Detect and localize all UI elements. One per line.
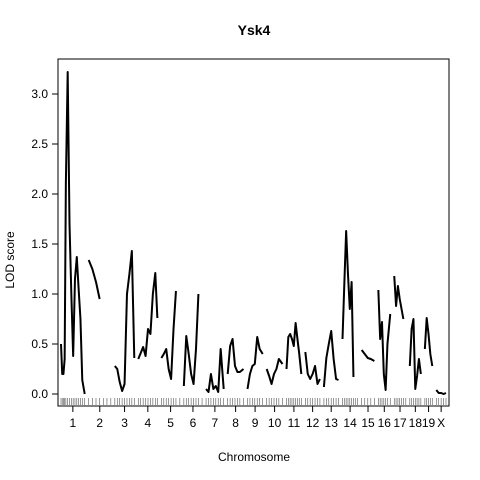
y-axis-label: LOD score [3,231,17,289]
x-axis-label: Chromosome [218,450,290,464]
lod-curve-chr-15 [360,349,375,362]
lod-curve-chr-8 [226,338,245,375]
x-tick-label: 6 [190,416,197,430]
x-tick-label: 4 [144,416,151,430]
x-tick-label: 3 [121,416,128,430]
x-tick-label: 19 [422,416,436,430]
lod-curve-chr-17 [393,275,405,320]
lod-curve-chr-10 [265,358,284,385]
x-tick-label: 17 [393,416,407,430]
y-tick-label: 1.5 [31,237,48,251]
x-tick-label: 13 [325,416,339,430]
x-tick-label: 15 [361,416,375,430]
lod-curves [60,71,447,395]
x-tick-label: 7 [212,416,219,430]
lod-curve-chr-13 [322,330,339,388]
lod-curve-chr-X [435,389,447,395]
marker-rug [60,398,447,405]
x-tick-label: 12 [306,416,320,430]
x-tick-label: 5 [167,416,174,430]
x-tick-label: 1 [70,416,77,430]
x-tick-label: 10 [268,416,282,430]
chart-title: Ysk4 [238,22,271,38]
y-tick-label: 3.0 [31,87,48,101]
lod-curve-chr-18 [408,318,422,390]
lod-curve-chr-6 [182,293,200,387]
lod-curve-chr-3 [114,250,136,392]
x-tick-label: 11 [288,416,301,430]
y-tick-label: 1.0 [31,287,48,301]
lod-curve-chr-16 [377,289,392,391]
lod-curve-chr-19 [423,317,434,367]
x-tick-label: 16 [378,416,392,430]
plot-frame [57,58,450,407]
x-axis: 1 2 3 4 5 6 7 8 9 10 11 12 13 14 15 16 17 18 19 X [70,406,445,430]
x-tick-label: 8 [232,416,239,430]
lod-curve-chr-7 [205,348,225,393]
lod-curve-chr-4 [137,272,159,360]
lod-curve-chr-1 [60,71,86,395]
y-tick-label: 2.5 [31,137,48,151]
y-tick-label: 0.0 [31,387,48,401]
x-tick-label: 14 [343,416,357,430]
lod-curve-chr-14 [341,230,355,378]
y-tick-label: 0.5 [31,337,48,351]
x-tick-label: 9 [252,416,259,430]
lod-curve-chr-5 [160,290,177,380]
lod-curve-chr-12 [304,351,321,385]
x-tick-label: 2 [96,416,103,430]
lod-curve-chr-2 [87,259,101,300]
lod-curve-chr-11 [285,322,303,375]
lod-curve-chr-9 [246,336,264,390]
x-tick-label: X [437,416,445,430]
y-axis: 0.0 0.5 1.0 1.5 2.0 2.5 3.0 [31,87,58,401]
y-tick-label: 2.0 [31,187,48,201]
x-tick-label: 18 [409,416,423,430]
